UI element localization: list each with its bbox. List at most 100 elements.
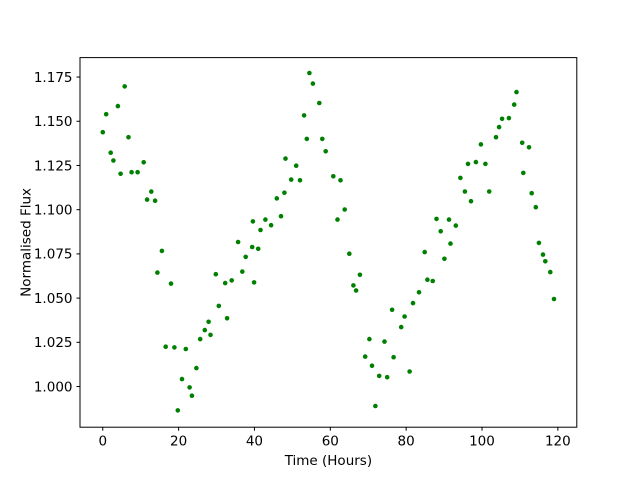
data-point xyxy=(382,339,387,344)
y-tick-label: 1.125 xyxy=(34,158,73,174)
data-point xyxy=(208,332,213,338)
data-point xyxy=(486,189,492,194)
data-point xyxy=(144,197,150,202)
data-point xyxy=(335,217,340,222)
data-point xyxy=(189,393,195,399)
data-point xyxy=(473,159,479,165)
y-axis-label: Normalised Flux xyxy=(19,188,35,297)
data-point xyxy=(115,103,121,109)
data-point xyxy=(263,217,268,222)
x-axis-label: Time (Hours) xyxy=(284,453,372,469)
data-point xyxy=(126,134,131,140)
y-axis-ticks: 1.000 1.025 1.050 1.075 1.100 1.125 1.150 1.175 xyxy=(34,70,80,395)
data-point xyxy=(536,240,542,246)
x-tick-label: 60 xyxy=(322,434,339,450)
y-tick-label: 1.025 xyxy=(34,335,73,351)
y-tick-label: 1.000 xyxy=(34,379,73,395)
data-point xyxy=(353,288,359,293)
data-point xyxy=(255,246,261,252)
x-tick-label: 40 xyxy=(246,434,263,450)
y-tick-label: 1.150 xyxy=(34,114,73,130)
data-point xyxy=(529,190,534,196)
data-point xyxy=(250,219,256,224)
x-tick-label: 20 xyxy=(170,434,187,450)
data-point xyxy=(129,169,134,175)
data-point xyxy=(434,216,439,222)
data-point xyxy=(493,134,499,140)
data-point xyxy=(251,280,257,285)
data-point xyxy=(111,158,116,163)
data-point xyxy=(551,296,557,302)
data-point xyxy=(331,174,336,179)
data-point xyxy=(462,189,468,194)
data-point xyxy=(155,270,160,275)
data-point xyxy=(224,316,230,321)
data-point xyxy=(448,241,453,246)
data-point xyxy=(391,354,396,360)
x-tick-label: 0 xyxy=(98,434,107,450)
data-point xyxy=(376,373,382,379)
data-point xyxy=(347,251,352,256)
data-point xyxy=(149,189,154,194)
data-point xyxy=(499,116,505,122)
y-tick-label: 1.075 xyxy=(34,247,73,263)
data-point xyxy=(422,249,428,255)
data-point xyxy=(168,281,174,286)
data-point xyxy=(283,156,288,161)
data-point xyxy=(407,369,412,374)
data-point xyxy=(323,149,329,154)
data-point xyxy=(369,363,375,369)
data-point xyxy=(548,269,553,275)
data-point xyxy=(430,278,436,284)
data-point xyxy=(317,100,322,106)
data-point xyxy=(483,161,488,167)
y-tick-label: 1.100 xyxy=(34,202,73,218)
data-point xyxy=(438,229,444,234)
x-tick-label: 100 xyxy=(469,434,495,450)
data-point xyxy=(342,207,348,212)
data-point xyxy=(496,124,502,130)
data-point xyxy=(533,204,539,210)
data-point xyxy=(526,145,532,150)
data-point xyxy=(543,259,548,264)
y-tick-label: 1.175 xyxy=(34,70,73,86)
x-axis-ticks: 0 20 40 60 80 100 120 xyxy=(98,427,571,450)
data-point xyxy=(243,254,248,260)
data-points-layer xyxy=(100,70,557,413)
data-point xyxy=(384,374,390,380)
data-point xyxy=(458,175,463,181)
data-point xyxy=(152,198,158,203)
data-point xyxy=(216,303,222,309)
data-point xyxy=(141,160,146,165)
data-point xyxy=(373,403,378,409)
data-point xyxy=(103,111,109,117)
data-point xyxy=(521,170,526,176)
data-point xyxy=(183,346,189,352)
data-point xyxy=(187,385,192,390)
data-point xyxy=(307,70,312,76)
data-point xyxy=(100,129,106,135)
data-point xyxy=(206,319,211,325)
x-tick-label: 120 xyxy=(545,434,571,450)
data-point xyxy=(468,198,474,204)
data-point xyxy=(135,169,140,175)
data-point xyxy=(297,178,303,183)
data-point xyxy=(268,222,274,228)
data-point xyxy=(320,136,325,142)
data-point xyxy=(511,102,517,107)
data-point xyxy=(519,140,525,146)
data-point xyxy=(425,277,430,283)
data-point xyxy=(229,278,234,283)
data-point xyxy=(416,290,422,295)
data-point xyxy=(179,376,185,382)
data-point xyxy=(122,84,127,89)
plot-area xyxy=(79,57,578,428)
data-point xyxy=(304,136,310,142)
data-point xyxy=(118,171,123,177)
data-point xyxy=(108,150,113,155)
data-point xyxy=(293,163,299,168)
data-point xyxy=(282,190,287,195)
data-point xyxy=(310,81,316,86)
